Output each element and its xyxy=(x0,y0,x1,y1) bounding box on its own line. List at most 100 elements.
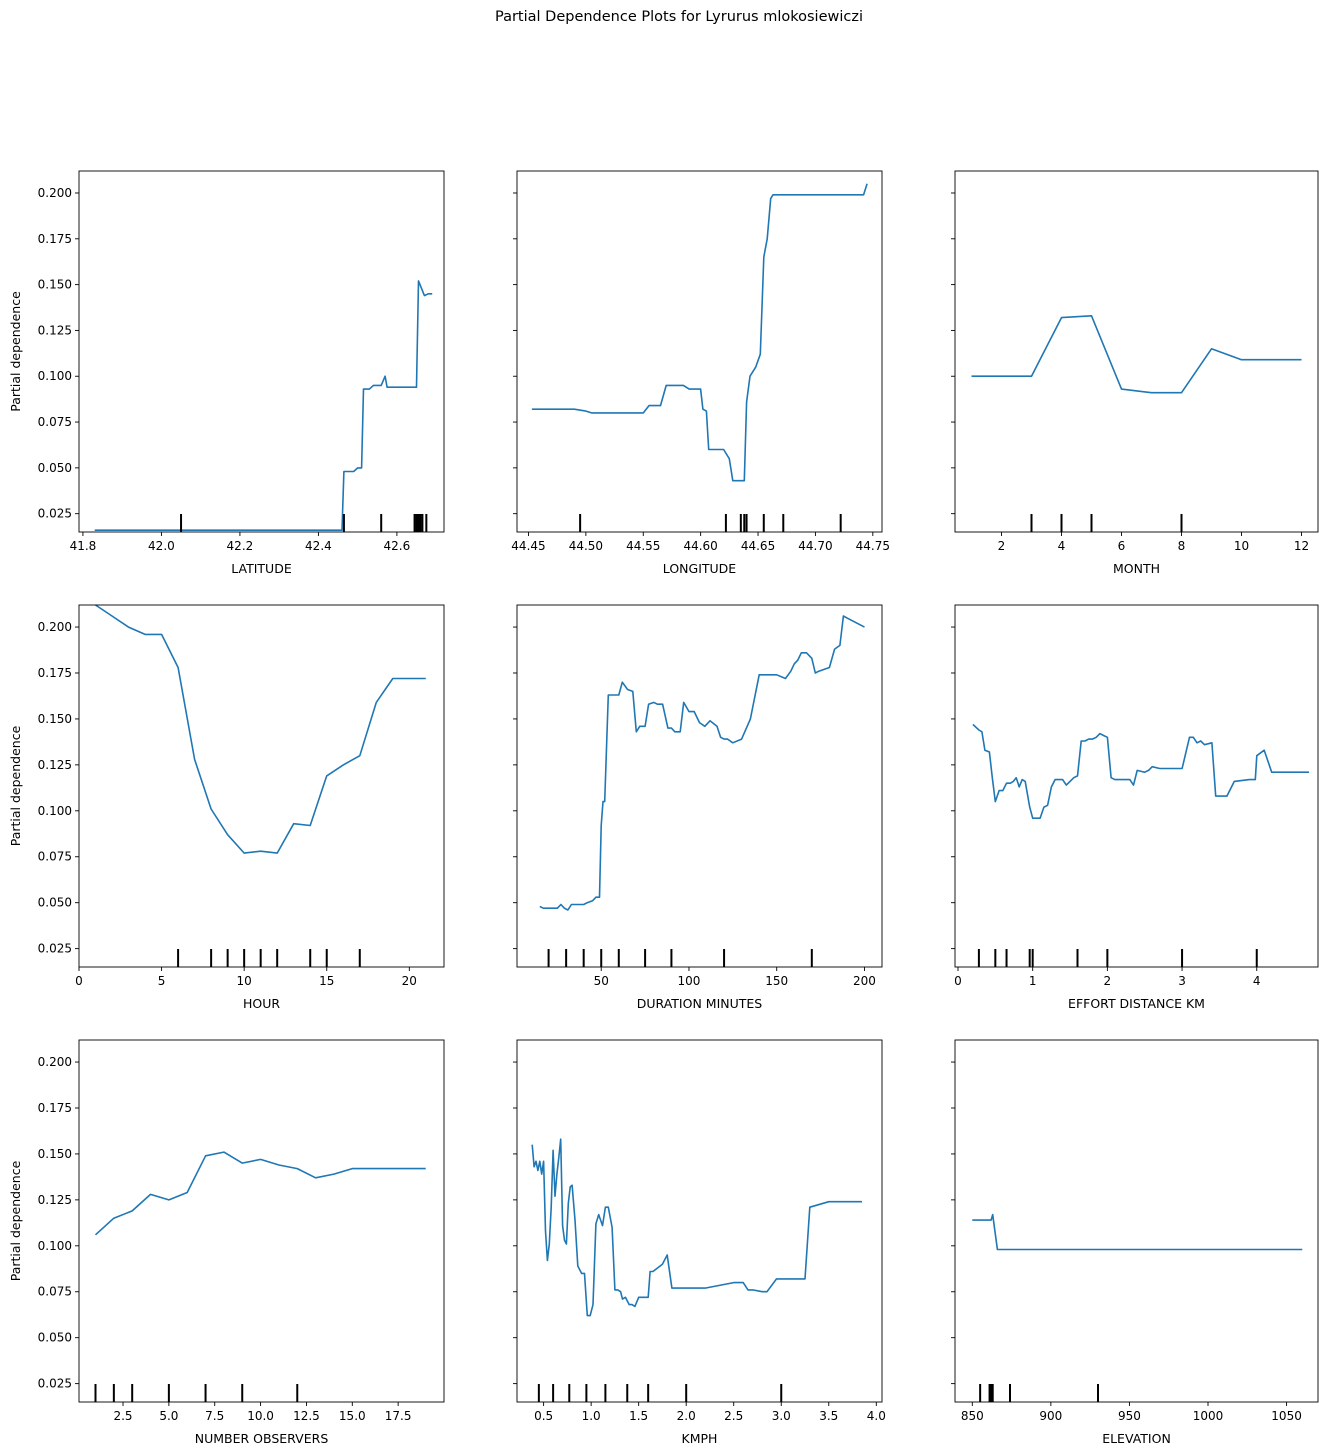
y-tick-label: 0.125 xyxy=(38,758,72,772)
x-axis-label: MONTH xyxy=(1113,561,1160,576)
x-tick-label: 10.0 xyxy=(247,1409,274,1423)
y-tick-label: 0.125 xyxy=(38,323,72,337)
chart-panel-8: 0.5 1.0 1.5 2.0 2.5 3.0 3.5 4.0 KMPH xyxy=(513,1039,886,1446)
x-tick-label: 2 xyxy=(998,539,1006,553)
chart-panel-6: 0 1 2 3 4 EFFORT DISTANCE KM xyxy=(951,604,1319,1011)
x-axis-label: LATITUDE xyxy=(231,561,292,576)
x-tick-label: 12.5 xyxy=(293,1409,320,1423)
x-tick-label: 2.0 xyxy=(677,1409,696,1423)
y-tick-label: 0.175 xyxy=(38,1101,72,1115)
chart-panel-9: 850 900 950 1000 1050 ELEVATION xyxy=(951,1039,1319,1446)
x-tick-label: 20 xyxy=(402,974,417,988)
y-axis-label: Partial dependence xyxy=(8,1160,23,1281)
y-tick-label: 0.050 xyxy=(38,1331,72,1345)
x-axis-label: LONGITUDE xyxy=(663,561,736,576)
chart-panel-2: 44.45 44.50 44.55 44.60 44.65 44.70 44.75 LONGI… xyxy=(511,170,890,576)
axes-frame xyxy=(516,604,883,968)
x-axis-label: NUMBER OBSERVERS xyxy=(195,1431,329,1446)
x-tick-label: 17.5 xyxy=(385,1409,412,1423)
x-tick-label: 42.6 xyxy=(384,539,411,553)
pd-line xyxy=(94,280,433,532)
x-tick-label: 5 xyxy=(158,974,166,988)
x-axis-label: EFFORT DISTANCE KM xyxy=(1068,996,1205,1011)
y-tick-label: 0.200 xyxy=(38,620,72,634)
y-tick-label: 0.075 xyxy=(38,850,72,864)
axes-frame xyxy=(954,604,1319,968)
x-tick-label: 2 xyxy=(1104,974,1112,988)
x-tick-label: 42.4 xyxy=(305,539,332,553)
x-tick-label: 8 xyxy=(1178,539,1186,553)
y-tick-label: 0.125 xyxy=(38,1193,72,1207)
chart-panel-4: 0 5 10 15 20 0.025 0.050 0.075 0.100 0.125 0.150 0.… xyxy=(8,604,445,1011)
x-axis-label: KMPH xyxy=(682,1431,718,1446)
chart-panel-7: 2.5 5.0 7.5 10.0 12.5 15.0 17.5 0.025 0.050 0.075… xyxy=(8,1039,445,1446)
x-tick-label: 4.0 xyxy=(867,1409,886,1423)
pd-line xyxy=(972,723,1309,820)
x-tick-label: 44.70 xyxy=(798,539,832,553)
x-tick-label: 41.8 xyxy=(70,539,97,553)
axes-frame xyxy=(516,170,883,533)
x-tick-label: 0 xyxy=(954,974,962,988)
x-tick-label: 100 xyxy=(678,974,701,988)
pd-line xyxy=(94,1151,426,1236)
x-tick-label: 7.5 xyxy=(205,1409,224,1423)
y-tick-label: 0.175 xyxy=(38,232,72,246)
x-tick-label: 3.5 xyxy=(819,1409,838,1423)
y-tick-label: 0.050 xyxy=(38,461,72,475)
axes-frame xyxy=(954,1039,1319,1403)
x-tick-label: 2.5 xyxy=(113,1409,132,1423)
x-tick-label: 2.5 xyxy=(724,1409,743,1423)
x-tick-label: 4 xyxy=(1253,974,1261,988)
x-tick-label: 1.0 xyxy=(582,1409,601,1423)
pd-line xyxy=(531,1138,862,1317)
x-tick-label: 44.65 xyxy=(741,539,775,553)
x-tick-label: 200 xyxy=(853,974,876,988)
y-axis-label: Partial dependence xyxy=(8,725,23,846)
y-tick-label: 0.075 xyxy=(38,415,72,429)
pd-line xyxy=(531,183,868,482)
y-tick-label: 0.100 xyxy=(38,369,72,383)
panels: 41.8 42.0 42.2 42.4 42.60.0250.0500.0750.100… xyxy=(8,170,1319,1446)
y-tick-label: 0.025 xyxy=(38,942,72,956)
x-tick-label: 44.75 xyxy=(856,539,890,553)
x-tick-label: 4 xyxy=(1058,539,1066,553)
y-tick-label: 0.025 xyxy=(38,507,72,521)
x-tick-label: 50 xyxy=(594,974,609,988)
chart-panel-3: 2 4 6 8 10 12 MONTH xyxy=(951,170,1319,576)
x-tick-label: 900 xyxy=(1039,1409,1062,1423)
y-tick-label: 0.150 xyxy=(38,712,72,726)
x-tick-label: 1000 xyxy=(1193,1409,1224,1423)
y-axis-label: Partial dependence xyxy=(8,291,23,412)
pd-line xyxy=(95,604,426,854)
x-tick-label: 15 xyxy=(319,974,334,988)
y-tick-label: 0.150 xyxy=(38,278,72,292)
x-tick-label: 10 xyxy=(237,974,252,988)
x-tick-label: 1.5 xyxy=(629,1409,648,1423)
x-tick-label: 3 xyxy=(1178,974,1186,988)
x-tick-label: 3.0 xyxy=(772,1409,791,1423)
x-tick-label: 42.2 xyxy=(227,539,254,553)
axes-frame xyxy=(78,1039,445,1403)
x-tick-label: 44.45 xyxy=(511,539,545,553)
chart-panel-1: 41.8 42.0 42.2 42.4 42.6 0.025 0.050 0.075 0.100… xyxy=(8,170,445,576)
x-tick-label: 150 xyxy=(765,974,788,988)
x-tick-label: 850 xyxy=(961,1409,984,1423)
y-tick-label: 0.200 xyxy=(38,1055,72,1069)
x-tick-label: 44.60 xyxy=(683,539,717,553)
y-tick-label: 0.025 xyxy=(38,1377,72,1391)
pd-line xyxy=(972,1213,1303,1251)
figure-title: Partial Dependence Plots for Lyrurus mlo… xyxy=(495,9,863,25)
y-tick-label: 0.175 xyxy=(38,666,72,680)
x-tick-label: 0 xyxy=(75,974,83,988)
x-tick-label: 1 xyxy=(1029,974,1037,988)
axes-frame xyxy=(954,170,1319,533)
y-tick-label: 0.100 xyxy=(38,804,72,818)
y-tick-label: 0.200 xyxy=(38,186,72,200)
y-tick-label: 0.075 xyxy=(38,1285,72,1299)
pd-line xyxy=(971,314,1302,394)
x-axis-label: DURATION MINUTES xyxy=(637,996,763,1011)
y-tick-label: 0.150 xyxy=(38,1147,72,1161)
x-tick-label: 42.0 xyxy=(148,539,175,553)
x-tick-label: 0.5 xyxy=(534,1409,553,1423)
